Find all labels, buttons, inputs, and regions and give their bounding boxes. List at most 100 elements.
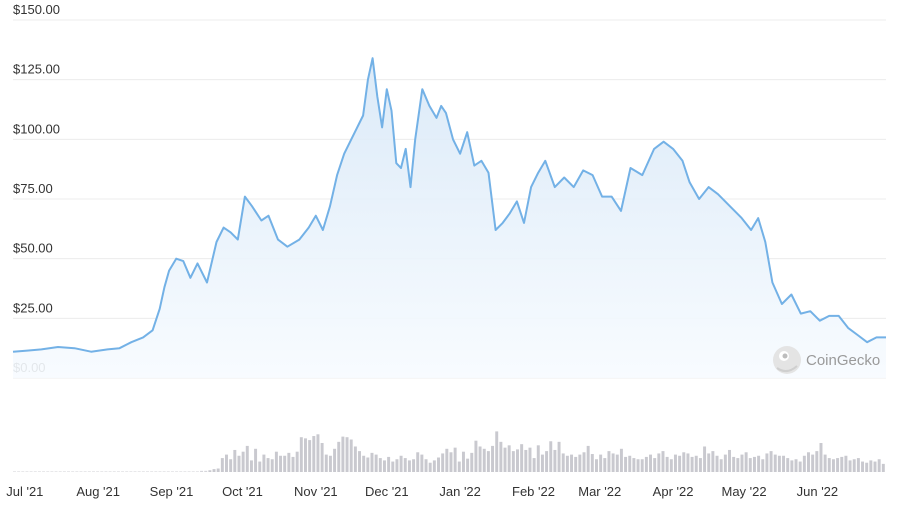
volume-bar bbox=[719, 459, 723, 472]
volume-bar bbox=[262, 454, 266, 472]
volume-bar bbox=[212, 469, 216, 472]
volume-bar bbox=[283, 455, 287, 472]
volume-bar bbox=[744, 452, 748, 472]
volume-bar bbox=[129, 471, 133, 472]
volume-bar bbox=[582, 452, 586, 472]
volume-bar bbox=[802, 455, 806, 472]
volume-bar bbox=[170, 471, 174, 472]
volume-bar bbox=[836, 458, 840, 472]
volume-bar bbox=[200, 470, 204, 472]
volume-bar bbox=[358, 451, 361, 472]
volume-bar bbox=[166, 471, 170, 472]
volume-bar bbox=[607, 451, 611, 472]
volume-bar bbox=[873, 461, 877, 472]
volume-bar bbox=[308, 440, 312, 472]
volume-bar bbox=[71, 471, 75, 472]
volume-bar bbox=[279, 455, 283, 472]
volume-bar bbox=[249, 460, 253, 472]
volume-bar bbox=[67, 471, 70, 472]
volume-bar bbox=[187, 471, 191, 472]
volume-bar bbox=[773, 454, 777, 472]
volume-bar bbox=[366, 457, 370, 472]
x-tick-label: Jan '22 bbox=[439, 484, 481, 499]
volume-bar bbox=[486, 451, 490, 472]
volume-bar bbox=[112, 471, 116, 472]
volume-bar bbox=[216, 468, 220, 472]
volume-bar bbox=[241, 451, 245, 472]
volume-bar bbox=[179, 471, 183, 472]
volume-bars bbox=[13, 431, 885, 472]
volume-bar bbox=[466, 458, 470, 472]
volume-bar bbox=[46, 471, 50, 472]
x-tick-label: Mar '22 bbox=[578, 484, 621, 499]
volume-bar bbox=[449, 452, 453, 472]
volume-bar bbox=[349, 439, 353, 472]
volume-bar bbox=[154, 471, 158, 472]
volume-bar bbox=[682, 452, 686, 472]
volume-bar bbox=[844, 455, 848, 472]
volume-bar bbox=[657, 453, 661, 472]
volume-bar bbox=[574, 456, 578, 472]
volume-bar bbox=[150, 471, 154, 472]
volume-bar bbox=[287, 452, 291, 472]
x-tick-label: Jun '22 bbox=[797, 484, 839, 499]
volume-bar bbox=[133, 471, 137, 472]
volume-bar bbox=[312, 436, 316, 472]
volume-bar bbox=[17, 471, 21, 472]
x-tick-label: Sep '21 bbox=[150, 484, 194, 499]
volume-bar bbox=[516, 449, 519, 472]
volume-bar bbox=[266, 458, 270, 472]
volume-bar bbox=[507, 445, 511, 472]
watermark-text: CoinGecko bbox=[806, 352, 880, 369]
volume-bar bbox=[328, 455, 332, 472]
volume-bar bbox=[586, 445, 590, 472]
volume-bar bbox=[399, 455, 403, 472]
volume-bar bbox=[245, 445, 249, 472]
volume-bar bbox=[590, 454, 594, 472]
price-line[interactable] bbox=[12, 57, 886, 353]
volume-bar bbox=[524, 449, 528, 472]
volume-bar bbox=[175, 471, 179, 472]
volume-bar bbox=[362, 455, 366, 472]
volume-bar bbox=[116, 471, 120, 472]
volume-bar bbox=[653, 458, 657, 472]
volume-bar bbox=[819, 443, 823, 472]
x-tick-label: May '22 bbox=[721, 484, 766, 499]
volume-bar bbox=[852, 459, 856, 472]
volume-bar bbox=[495, 431, 499, 472]
volume-bar bbox=[831, 459, 835, 472]
volume-bar bbox=[470, 452, 474, 472]
y-tick-label: $100.00 bbox=[13, 121, 60, 136]
volume-bar bbox=[553, 449, 557, 472]
volume-bar bbox=[636, 459, 640, 472]
volume-bar bbox=[570, 454, 574, 472]
volume-bar bbox=[711, 451, 715, 472]
volume-bar bbox=[561, 453, 565, 472]
volume-bar bbox=[96, 471, 100, 472]
volume-bar bbox=[341, 436, 345, 472]
volume-bar bbox=[125, 471, 129, 472]
volume-bar bbox=[324, 454, 328, 472]
volume-bar bbox=[21, 471, 25, 472]
volume-bar bbox=[611, 453, 615, 472]
volume-bar bbox=[549, 441, 553, 472]
volume-bar bbox=[299, 437, 303, 472]
volume-bar bbox=[557, 441, 561, 472]
volume-bar bbox=[291, 456, 295, 472]
volume-bar bbox=[624, 456, 628, 472]
volume-bar bbox=[108, 471, 112, 472]
volume-bar bbox=[304, 438, 307, 472]
volume-bar bbox=[827, 458, 831, 472]
volume-bar bbox=[424, 459, 428, 472]
volume-bar bbox=[499, 441, 503, 472]
volume-bar bbox=[565, 455, 569, 472]
volume-bar bbox=[58, 471, 62, 472]
volume-bar bbox=[391, 461, 395, 472]
volume-bar bbox=[370, 452, 374, 472]
volume-bar bbox=[382, 460, 386, 472]
x-tick-label: Nov '21 bbox=[294, 484, 338, 499]
volume-bar bbox=[229, 459, 233, 472]
volume-bar bbox=[840, 456, 844, 472]
volume-bar bbox=[333, 448, 337, 472]
